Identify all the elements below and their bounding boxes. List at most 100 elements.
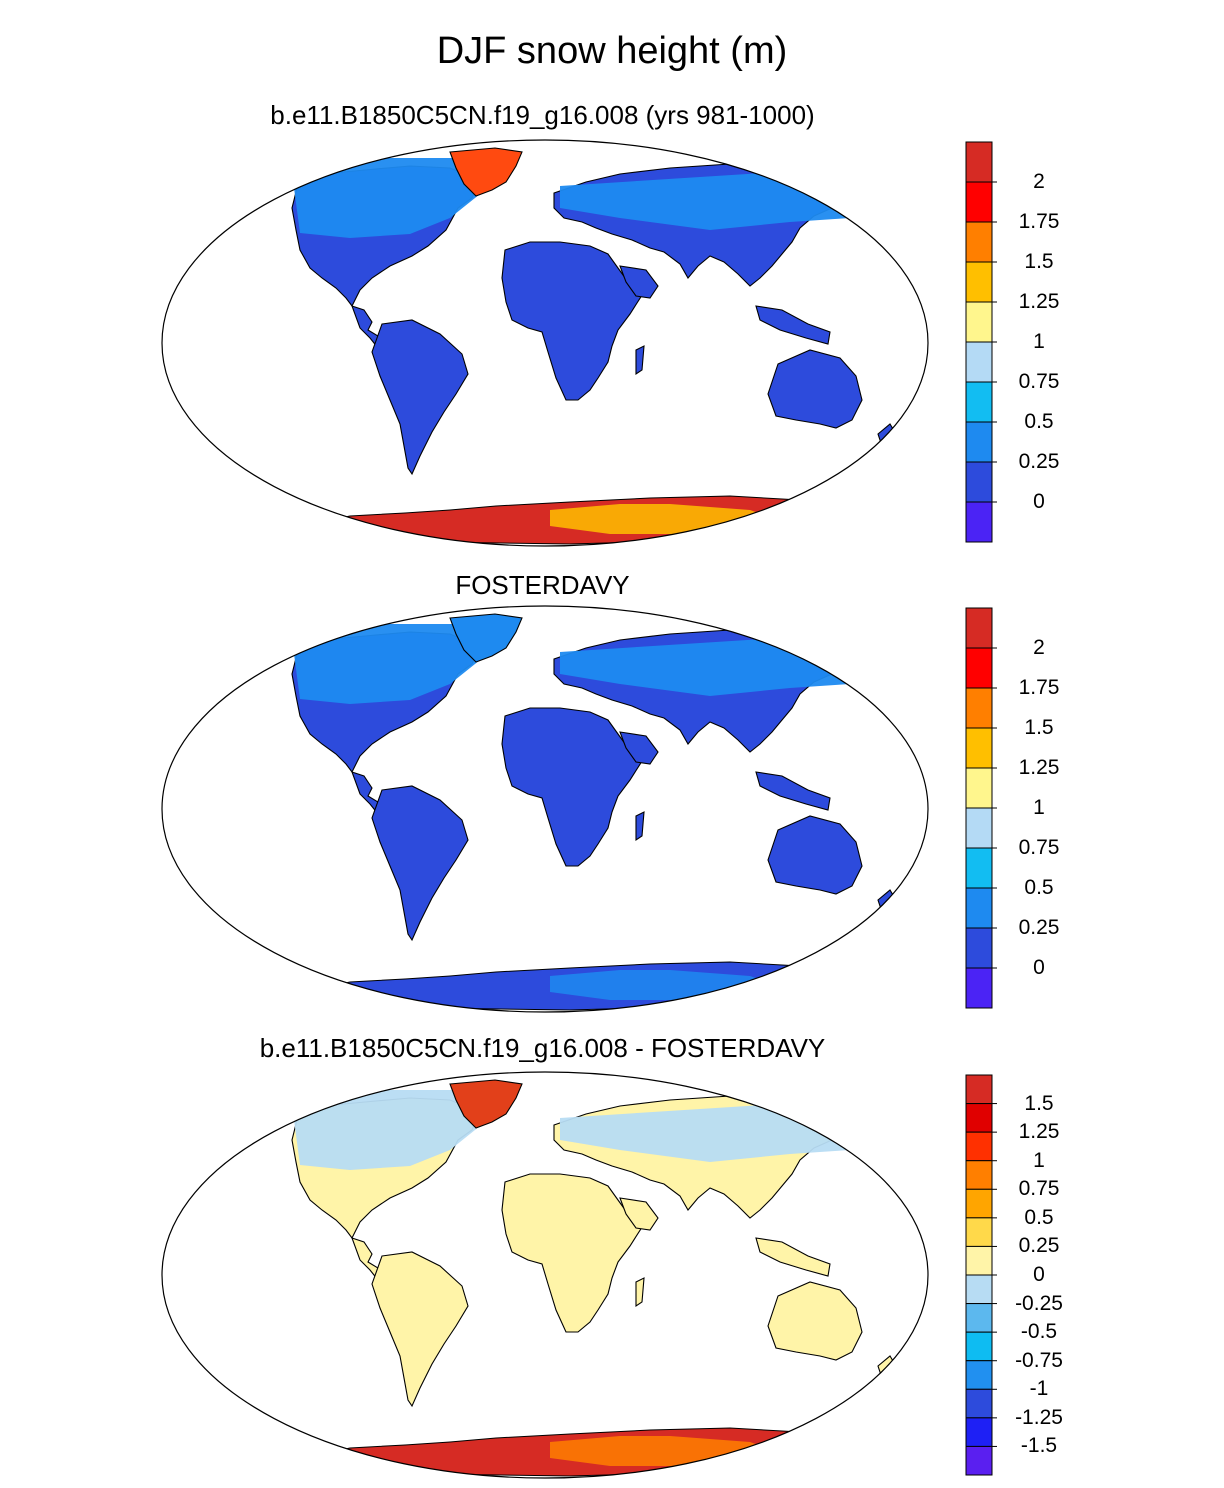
colorbar-label: -1 [1029, 1377, 1049, 1401]
land-southAmerica [371, 319, 469, 476]
colorbar-label: -0.75 [1015, 1348, 1063, 1372]
colorbar-label: -0.25 [1015, 1291, 1063, 1315]
panel-1-title: b.e11.B1850C5CN.f19_g16.008 (yrs 981-100… [270, 100, 815, 130]
colorbar-box [965, 967, 993, 1009]
colorbar-box [965, 1417, 993, 1447]
northern-snow-band [290, 624, 850, 704]
colorbar-box [965, 647, 993, 689]
colorbar-box [965, 181, 993, 223]
colorbar-label: 1.5 [1024, 1091, 1054, 1115]
colorbar-box [965, 221, 993, 263]
map-border [161, 139, 929, 547]
colorbar-label: 0.25 [1018, 1234, 1060, 1258]
panel-3-title: b.e11.B1850C5CN.f19_g16.008 - FOSTERDAVY [259, 1033, 826, 1063]
colorbar-label: 1.5 [1024, 250, 1054, 273]
land-southAmerica [371, 785, 469, 942]
colorbar-label: 0.25 [1018, 916, 1060, 939]
greenland [449, 147, 523, 197]
colorbar-box [965, 341, 993, 383]
colorbar-box [965, 301, 993, 343]
colorbar-label: 1.75 [1018, 676, 1060, 699]
colorbar-box [965, 1331, 993, 1362]
land-southAmerica [371, 1251, 469, 1408]
colorbar-box [965, 1445, 993, 1476]
colorbar-label: 0 [1033, 490, 1045, 513]
land-madagascar [635, 1277, 645, 1308]
colorbar-box [965, 1074, 993, 1105]
land-africa [501, 707, 645, 867]
greenland [449, 1079, 523, 1129]
colorbar-label: -1.5 [1020, 1434, 1058, 1458]
colorbar-label: 1.25 [1018, 756, 1060, 779]
land-arabia [619, 731, 659, 765]
colorbar-label: 1.25 [1018, 1120, 1060, 1144]
map-border [161, 605, 929, 1013]
map-border [161, 1071, 929, 1479]
colorbar-box [965, 1245, 993, 1276]
colorbar-label: 0 [1033, 956, 1045, 979]
colorbar-label: -1.25 [1015, 1405, 1063, 1429]
colorbar-box [965, 421, 993, 463]
colorbar-label: 0 [1033, 1263, 1045, 1286]
land-arabia [619, 265, 659, 299]
colorbar-label: 1.5 [1024, 716, 1054, 739]
colorbar-label: 0.75 [1018, 836, 1060, 859]
land-arabia [619, 1197, 659, 1231]
land-seAsia [755, 305, 831, 345]
colorbar-box [965, 1160, 993, 1190]
colorbar-box [965, 807, 993, 849]
colorbar-box [965, 1303, 993, 1333]
colorbar-box [965, 1274, 993, 1305]
panel-2-colorbar [965, 607, 997, 1009]
colorbar-label: 1 [1033, 330, 1045, 353]
colorbar-box [965, 1188, 993, 1219]
colorbar-box [965, 927, 993, 969]
northern-snow-band [290, 158, 850, 238]
land-seAsia [755, 1237, 831, 1277]
panel-2-title: FOSTERDAVY [455, 570, 630, 600]
land-australia [767, 1281, 863, 1361]
colorbar-label: 0.5 [1024, 1205, 1054, 1229]
colorbar-box [965, 1360, 993, 1390]
colorbar-label: 1.75 [1018, 210, 1060, 233]
panel-1-map [161, 139, 929, 547]
colorbar-box [965, 141, 993, 183]
panel-3-colorbar [965, 1074, 997, 1476]
colorbar-label: 2 [1033, 636, 1045, 659]
land-africa [501, 1173, 645, 1333]
land-madagascar [635, 345, 645, 376]
colorbar-box [965, 1103, 993, 1133]
greenland [449, 613, 523, 663]
colorbar-box [965, 767, 993, 809]
land-seAsia [755, 771, 831, 811]
colorbar-label: 0.75 [1018, 1177, 1060, 1201]
colorbar-box [965, 727, 993, 769]
figure-title: DJF snow height (m) [436, 30, 788, 72]
colorbar-box [965, 1131, 993, 1162]
colorbar-label: 0.5 [1024, 876, 1054, 899]
colorbar-box [965, 261, 993, 303]
land-madagascar [635, 811, 645, 842]
colorbar-label: 1.25 [1018, 290, 1060, 313]
northern-snow-band [290, 1090, 850, 1170]
colorbar-box [965, 501, 993, 543]
colorbar-label: 2 [1033, 170, 1045, 193]
panel-1-colorbar [965, 141, 997, 543]
panel-3-map [161, 1071, 929, 1479]
colorbar-label: 0.75 [1018, 370, 1060, 393]
colorbar-label: 1 [1033, 1148, 1045, 1172]
land-africa [501, 241, 645, 401]
land-australia [767, 349, 863, 429]
panel-2-map [161, 605, 929, 1013]
colorbar-box [965, 887, 993, 929]
colorbar-label: -0.5 [1020, 1320, 1058, 1344]
colorbar-box [965, 687, 993, 729]
colorbar-label: 1 [1033, 796, 1045, 819]
colorbar-box [965, 607, 993, 649]
colorbar-label: 0.25 [1018, 450, 1060, 473]
colorbar-box [965, 1217, 993, 1247]
colorbar-box [965, 847, 993, 889]
colorbar-box [965, 1388, 993, 1419]
colorbar-box [965, 461, 993, 503]
colorbar-box [965, 381, 993, 423]
